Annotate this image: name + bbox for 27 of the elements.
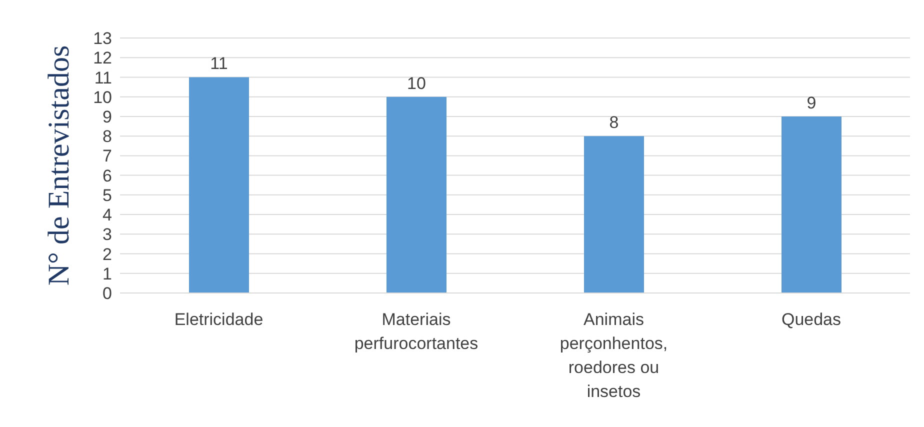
y-tick-label: 2 (102, 244, 112, 264)
y-tick-label: 6 (102, 166, 112, 186)
bar (386, 96, 446, 293)
y-tick-label: 7 (102, 146, 112, 166)
bar (584, 136, 644, 293)
x-tick-label: Eletricidade (174, 310, 264, 329)
x-tick-label: Quedas (781, 310, 842, 329)
bar (189, 77, 249, 293)
y-tick-label: 4 (102, 206, 112, 225)
data-label: 9 (806, 93, 816, 112)
y-tick-label: 12 (93, 48, 112, 68)
y-tick-label: 8 (102, 127, 112, 146)
y-tick-label: 9 (102, 107, 112, 126)
y-tick-label: 5 (102, 186, 112, 205)
data-label: 10 (407, 74, 426, 93)
y-tick-label: 1 (102, 264, 112, 284)
y-tick-label: 10 (93, 88, 112, 107)
bar (782, 116, 842, 293)
y-axis-title: N° de Entrevistados (42, 45, 76, 286)
y-tick-label: 3 (102, 225, 112, 244)
data-label: 8 (609, 113, 619, 132)
x-tick-label: Materiais perfurocortantes (354, 310, 478, 353)
x-tick-label: Animais perçonhentos, roedores ou insetos (560, 310, 668, 401)
y-tick-label: 11 (94, 68, 112, 88)
y-tick-label: 13 (93, 29, 112, 48)
y-tick-label: 0 (102, 284, 112, 304)
data-label: 11 (210, 54, 228, 74)
